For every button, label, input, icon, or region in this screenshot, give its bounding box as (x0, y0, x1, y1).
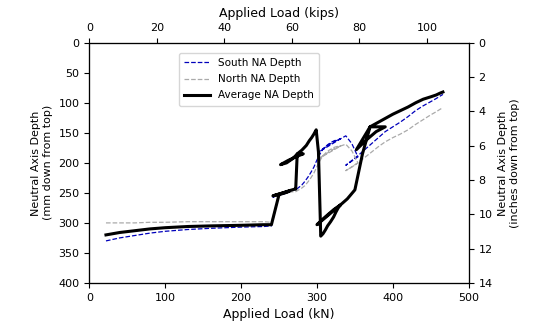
Average NA Depth (285, 159, 291, 163)
Average NA Depth (337, 203, 344, 207)
Y-axis label: Neutral Axis Depth
(mm down from top): Neutral Axis Depth (mm down from top) (31, 105, 53, 220)
North NA Depth (270, 193, 276, 197)
Line: South NA Depth: South NA Depth (106, 94, 443, 241)
Legend: South NA Depth, North NA Depth, Average NA Depth: South NA Depth, North NA Depth, Average … (179, 53, 319, 106)
South NA Depth (103, 239, 109, 243)
Average NA Depth (324, 224, 331, 228)
X-axis label: Applied Load (kN): Applied Load (kN) (223, 308, 335, 321)
Average NA Depth (285, 189, 291, 193)
South NA Depth (330, 140, 337, 144)
North NA Depth (330, 147, 337, 151)
Average NA Depth (103, 233, 109, 237)
North NA Depth (292, 190, 299, 194)
South NA Depth (276, 193, 282, 197)
South NA Depth (292, 188, 299, 192)
South NA Depth (270, 195, 276, 199)
North NA Depth (295, 188, 302, 192)
South NA Depth (285, 190, 291, 194)
North NA Depth (103, 221, 109, 225)
Average NA Depth (440, 90, 446, 94)
Line: North NA Depth: North NA Depth (106, 108, 443, 223)
South NA Depth (295, 186, 302, 190)
North NA Depth (285, 190, 291, 194)
North NA Depth (276, 192, 282, 196)
Line: Average NA Depth: Average NA Depth (106, 92, 443, 236)
Y-axis label: Neutral Axis Depth
(inches down from top): Neutral Axis Depth (inches down from top… (498, 98, 519, 228)
X-axis label: Applied Load (kips): Applied Load (kips) (219, 8, 339, 20)
Average NA Depth (318, 234, 324, 238)
North NA Depth (440, 106, 446, 110)
Average NA Depth (276, 193, 282, 197)
South NA Depth (440, 92, 446, 96)
Average NA Depth (314, 223, 320, 227)
